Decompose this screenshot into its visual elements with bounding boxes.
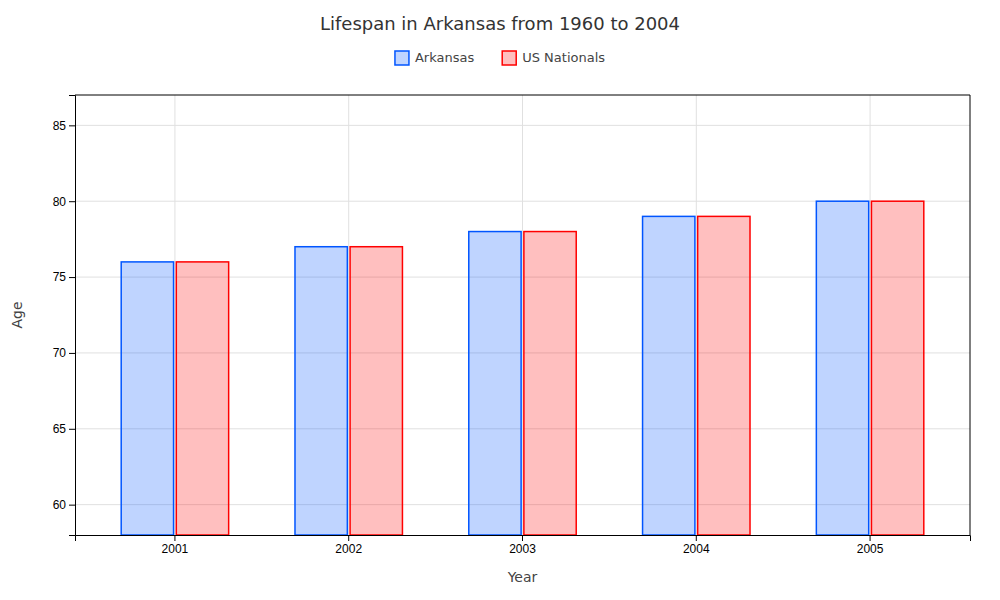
tick-label: 65 xyxy=(53,422,67,436)
tick-label: 70 xyxy=(53,346,67,360)
legend-label: Arkansas xyxy=(415,50,474,65)
tick: 85 xyxy=(53,119,75,133)
tick-mark xyxy=(69,429,75,430)
legend-item: US Nationals xyxy=(502,50,605,65)
bar-series xyxy=(176,201,923,535)
tick-label: 2001 xyxy=(162,542,189,556)
legend-item: Arkansas xyxy=(395,50,474,65)
bar xyxy=(524,232,576,535)
tick-mark xyxy=(69,125,75,126)
axis-line xyxy=(69,96,76,536)
grid-line-x xyxy=(696,95,697,535)
tick: 2005 xyxy=(857,535,884,556)
chart-svg: 60 65 70 75 80 85 2001 2002 2003 2004 2005 Year Age L… xyxy=(0,0,1000,600)
tick: 2003 xyxy=(509,535,536,556)
x-axis: 2001 2002 2003 2004 2005 xyxy=(76,535,971,556)
axis-line xyxy=(76,536,971,542)
tick-label: 2004 xyxy=(683,542,710,556)
bar xyxy=(698,216,750,535)
bar xyxy=(295,247,347,535)
tick-label: 2005 xyxy=(857,542,884,556)
grid-line-x xyxy=(348,95,349,535)
tick-label: 80 xyxy=(53,195,67,209)
frame-line xyxy=(970,95,971,535)
tick-mark xyxy=(870,535,871,541)
bar xyxy=(121,262,173,535)
tick-label: 60 xyxy=(53,498,67,512)
bar-series xyxy=(121,201,868,535)
grid-line-x xyxy=(174,95,175,535)
grid xyxy=(75,95,970,535)
tick-mark xyxy=(69,277,75,278)
x-axis-title: Year xyxy=(507,569,538,585)
legend: Arkansas US Nationals xyxy=(395,50,605,65)
tick: 2004 xyxy=(683,535,710,556)
tick-mark xyxy=(69,353,75,354)
grid-line-x xyxy=(522,95,523,535)
bar xyxy=(816,201,868,535)
tick-label: 2003 xyxy=(509,542,536,556)
tick: 70 xyxy=(53,346,75,360)
y-axis: 60 65 70 75 80 85 xyxy=(53,96,76,536)
tick-mark xyxy=(69,201,75,202)
tick-mark xyxy=(348,535,349,541)
legend-swatch xyxy=(502,51,516,65)
bar xyxy=(350,247,402,535)
tick: 65 xyxy=(53,422,75,436)
title: Lifespan in Arkansas from 1960 to 2004 xyxy=(320,13,680,34)
tick: 75 xyxy=(53,270,75,284)
legend-label: US Nationals xyxy=(522,50,605,65)
tick-label: 2002 xyxy=(335,542,362,556)
grid-line-x xyxy=(870,95,871,535)
bar xyxy=(871,201,923,535)
y-axis-title: Age xyxy=(9,301,25,328)
tick-label: 75 xyxy=(53,270,67,284)
tick-mark xyxy=(522,535,523,541)
frame-line xyxy=(75,95,970,96)
tick-mark xyxy=(174,535,175,541)
chart-container: 60 65 70 75 80 85 2001 2002 2003 2004 2005 Year Age L… xyxy=(0,0,1000,600)
tick: 60 xyxy=(53,498,75,512)
tick: 80 xyxy=(53,195,75,209)
tick-mark xyxy=(696,535,697,541)
bar xyxy=(643,216,695,535)
bar xyxy=(469,232,521,535)
bars xyxy=(121,201,924,535)
tick-label: 85 xyxy=(53,119,67,133)
plot-area: 60 65 70 75 80 85 2001 2002 2003 2004 2005 xyxy=(53,95,971,556)
tick: 2001 xyxy=(162,535,189,556)
tick: 2002 xyxy=(335,535,362,556)
bar xyxy=(176,262,228,535)
legend-swatch xyxy=(395,51,409,65)
tick-mark xyxy=(69,505,75,506)
